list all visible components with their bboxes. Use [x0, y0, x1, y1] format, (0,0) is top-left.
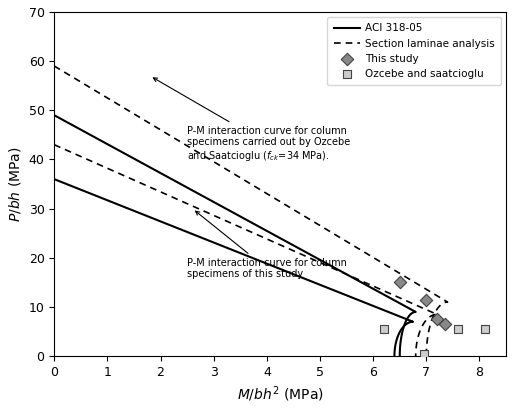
ACI 318-05 — [398, 337, 404, 342]
ACI 318-05 — [397, 346, 403, 351]
Section laminae analysis — [51, 64, 57, 69]
Ozcebe and saatcioglu — [481, 326, 489, 332]
Section laminae analysis — [435, 293, 441, 298]
Text: P-M interaction curve for column
specimens carried out by Ozcebe
and Saatcioglu : P-M interaction curve for column specime… — [153, 78, 350, 164]
ACI 318-05 — [397, 354, 403, 359]
Text: P-M interaction curve for column
specimens of this study: P-M interaction curve for column specime… — [187, 211, 347, 279]
This study — [396, 279, 404, 286]
Section laminae analysis — [425, 334, 431, 339]
Section laminae analysis — [300, 213, 306, 218]
X-axis label: $M/bh^{2}$ (MPa): $M/bh^{2}$ (MPa) — [237, 384, 324, 404]
Section laminae analysis — [210, 159, 216, 164]
ACI 318-05 — [293, 245, 300, 249]
Y-axis label: $P/bh$ (MPa): $P/bh$ (MPa) — [7, 146, 23, 222]
Section laminae analysis — [315, 222, 321, 227]
This study — [441, 321, 449, 328]
Ozcebe and saatcioglu — [380, 326, 388, 332]
ACI 318-05 — [51, 113, 57, 118]
ACI 318-05 — [403, 305, 409, 309]
Ozcebe and saatcioglu — [454, 326, 462, 332]
ACI 318-05 — [280, 237, 286, 242]
Line: Section laminae analysis: Section laminae analysis — [54, 66, 447, 356]
Legend: ACI 318-05, Section laminae analysis, This study, Ozcebe and saatcioglu: ACI 318-05, Section laminae analysis, Th… — [327, 17, 501, 85]
This study — [433, 316, 441, 323]
This study — [422, 296, 430, 303]
Section laminae analysis — [423, 354, 429, 359]
Ozcebe and saatcioglu — [420, 351, 428, 357]
Line: ACI 318-05: ACI 318-05 — [54, 115, 416, 356]
Section laminae analysis — [424, 345, 430, 350]
ACI 318-05 — [198, 192, 204, 197]
